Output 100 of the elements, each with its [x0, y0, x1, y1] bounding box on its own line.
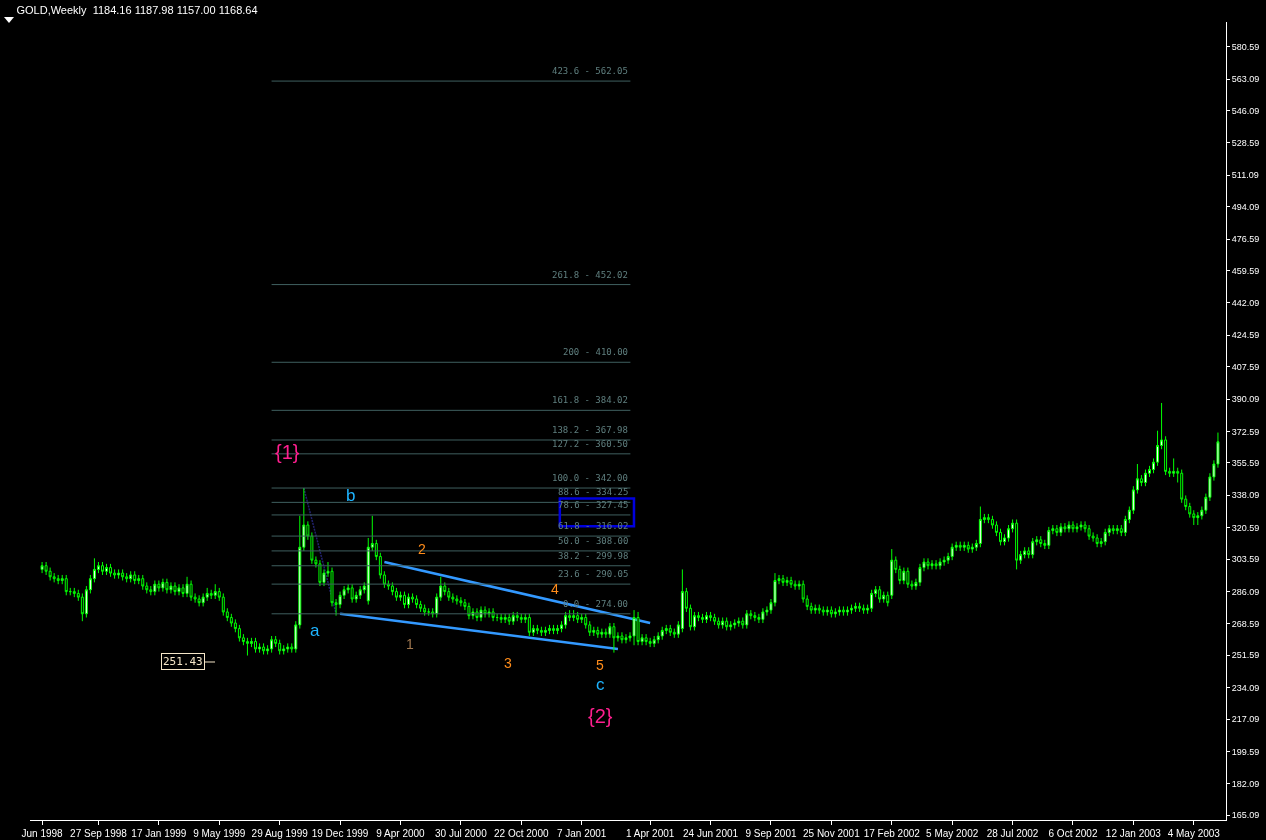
candlestick: [129, 570, 133, 583]
candlestick: [785, 576, 789, 587]
y-tick-label: 476.59: [1231, 234, 1260, 245]
x-tick-label: 6 Oct 2002: [1048, 828, 1098, 839]
annotation: 423.6 - 562.05: [552, 66, 628, 76]
candlestick: [596, 626, 600, 639]
candlestick: [105, 563, 108, 576]
candlestick: [1103, 528, 1107, 546]
candlestick: [938, 557, 942, 570]
candlestick: [258, 642, 262, 654]
x-tick-label: 5 May 2002: [926, 828, 979, 839]
candlestick: [491, 607, 495, 622]
candlestick: [161, 578, 165, 593]
candlestick: [761, 607, 765, 624]
candlestick: [620, 631, 624, 644]
candlestick: [547, 624, 551, 635]
candlestick: [415, 594, 419, 609]
y-tick-label: 286.09: [1231, 586, 1260, 597]
annotation: 5: [596, 657, 604, 673]
candlestick: [862, 604, 866, 615]
x-tick-label: 1 Apr 2001: [625, 828, 675, 839]
candlestick: [829, 605, 833, 618]
candlestick: [717, 616, 721, 630]
candlestick: [858, 602, 862, 613]
y-tick-label: 303.59: [1231, 554, 1260, 565]
candlestick: [125, 572, 129, 583]
annotation: 0.0 - 274.00: [563, 599, 629, 609]
candlestick: [845, 605, 849, 617]
chart-title: GOLD,Weekly 1184.16 1187.98 1157.00 1168.64: [16, 3, 258, 16]
y-tick-label: 217.09: [1231, 714, 1260, 725]
candlestick: [870, 589, 874, 613]
candlestick: [117, 568, 121, 580]
y-tick-label: 355.59: [1231, 458, 1260, 469]
candlestick: [962, 541, 966, 552]
candlestick: [821, 605, 825, 617]
candlestick: [1067, 520, 1071, 533]
x-tick-label: 17 Jan 1999: [131, 828, 187, 839]
candlestick: [966, 541, 970, 554]
candlestick: [648, 637, 652, 648]
y-tick-label: 563.09: [1231, 74, 1260, 85]
candlestick: [1143, 469, 1147, 487]
candlestick: [950, 543, 954, 561]
candlestick: [169, 581, 173, 594]
x-tick-label: 19 Dec 1999: [311, 828, 369, 839]
candlestick: [709, 611, 713, 622]
candlestick: [121, 568, 125, 582]
candlestick: [600, 628, 604, 639]
x-tick-label: 7 Jan 2001: [556, 828, 607, 839]
candlestick: [185, 576, 189, 598]
candlestick: [624, 633, 628, 644]
annotation: 2: [418, 541, 426, 557]
candlestick: [499, 613, 503, 624]
candlestick: [479, 605, 483, 622]
annotation: {1}: [275, 441, 300, 463]
candlestick: [813, 604, 817, 615]
x-tick-label: 22 Oct 2000: [494, 828, 549, 839]
x-tick-label: 4 May 2003: [1167, 828, 1221, 839]
candlestick: [451, 592, 455, 604]
y-tick-label: 442.09: [1231, 298, 1260, 309]
candlestick: [262, 642, 266, 655]
candlestick: [1087, 524, 1091, 541]
candlestick: [612, 622, 616, 654]
candlestick: [423, 604, 427, 617]
annotation: {2}: [588, 705, 613, 727]
y-tick-label: 338.09: [1231, 490, 1260, 501]
candlestick: [1047, 526, 1051, 550]
candlestick: [157, 580, 161, 593]
y-tick-label: 494.09: [1231, 201, 1260, 212]
candlestick: [725, 616, 729, 631]
candlestick: [539, 626, 543, 637]
candlestick: [133, 570, 137, 585]
candlestick: [254, 637, 257, 654]
candlestick: [507, 613, 511, 626]
x-tick-label: 30 Jul 2000: [435, 828, 488, 839]
candlestick: [781, 574, 785, 587]
candlestick: [902, 567, 906, 585]
candlestick: [1055, 524, 1059, 537]
candlestick: [113, 568, 117, 580]
x-tick-label: 9 Sep 2001: [745, 828, 797, 839]
candlestick: [552, 624, 555, 635]
candlestick: [201, 592, 205, 607]
candlestick: [850, 604, 853, 615]
candlestick: [564, 611, 568, 630]
candlestick: [632, 609, 636, 646]
annotation: 61.8 - 316.02: [558, 521, 629, 531]
annotation: 23.6 - 290.05: [558, 569, 629, 579]
candlestick: [221, 592, 225, 617]
candlestick: [350, 583, 354, 604]
candlestick: [459, 596, 463, 607]
candlestick: [652, 635, 656, 648]
candlestick: [970, 543, 974, 554]
candlestick: [1111, 524, 1115, 535]
x-tick-label: 28 Jul 2002: [986, 828, 1039, 839]
candlestick: [245, 637, 249, 657]
y-tick-label: 580.59: [1231, 41, 1260, 52]
x-tick-label: 17 Feb 2002: [863, 828, 921, 839]
candlestick: [1196, 511, 1200, 526]
x-tick-label: 24 Jun 2001: [683, 828, 739, 839]
candlestick: [407, 592, 411, 609]
annotation: 3: [504, 655, 512, 671]
